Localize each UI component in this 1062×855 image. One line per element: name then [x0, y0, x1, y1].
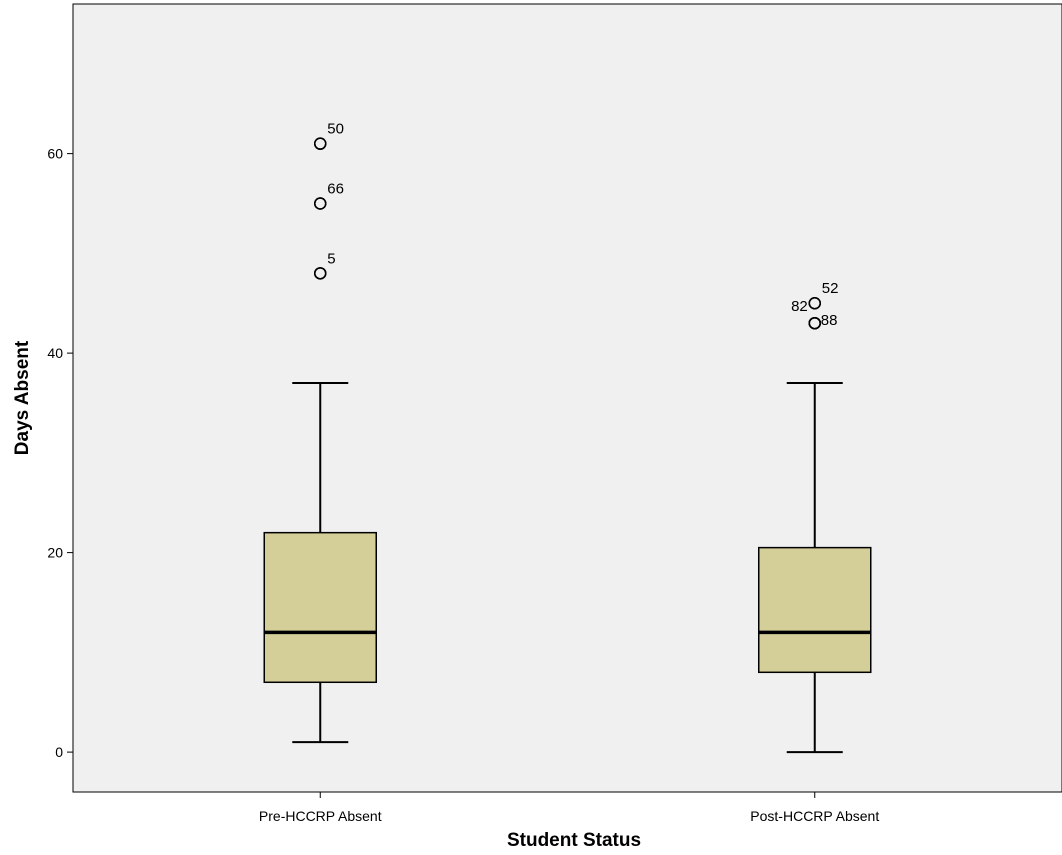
outlier-label: 5	[327, 250, 335, 267]
plot-area	[72, 3, 1062, 793]
outlier-label: 66	[327, 180, 344, 197]
y-axis-title: Days Absent	[12, 340, 33, 455]
outlier-label: 82	[791, 298, 808, 315]
box-group: 50 66 5	[263, 121, 377, 744]
iqr-box	[758, 546, 872, 674]
outlier-point	[808, 316, 821, 330]
outlier-point	[808, 296, 821, 310]
x-axis: Pre-HCCRP Absent Post-HCCRP Absent	[259, 792, 879, 824]
iqr-box	[263, 531, 377, 684]
y-tick-label: 40	[47, 345, 63, 361]
box-group: 52 82 88	[758, 280, 872, 754]
x-axis-title: Student Status	[507, 830, 641, 851]
y-axis: 0 20 40 60	[47, 146, 73, 760]
box-series: 50 66 5 52 82 88	[263, 121, 872, 754]
outlier-point	[314, 267, 327, 280]
outlier-label: 52	[822, 280, 839, 297]
y-tick-label: 60	[47, 146, 63, 162]
x-tick-label: Post-HCCRP Absent	[750, 808, 879, 824]
x-tick-label: Pre-HCCRP Absent	[259, 808, 382, 824]
y-tick-label: 0	[55, 744, 63, 760]
outlier-point	[314, 137, 327, 150]
outlier-label: 88	[821, 312, 838, 329]
y-tick-label: 20	[47, 545, 63, 561]
outlier-point	[314, 197, 327, 210]
outlier-label: 50	[327, 121, 344, 138]
